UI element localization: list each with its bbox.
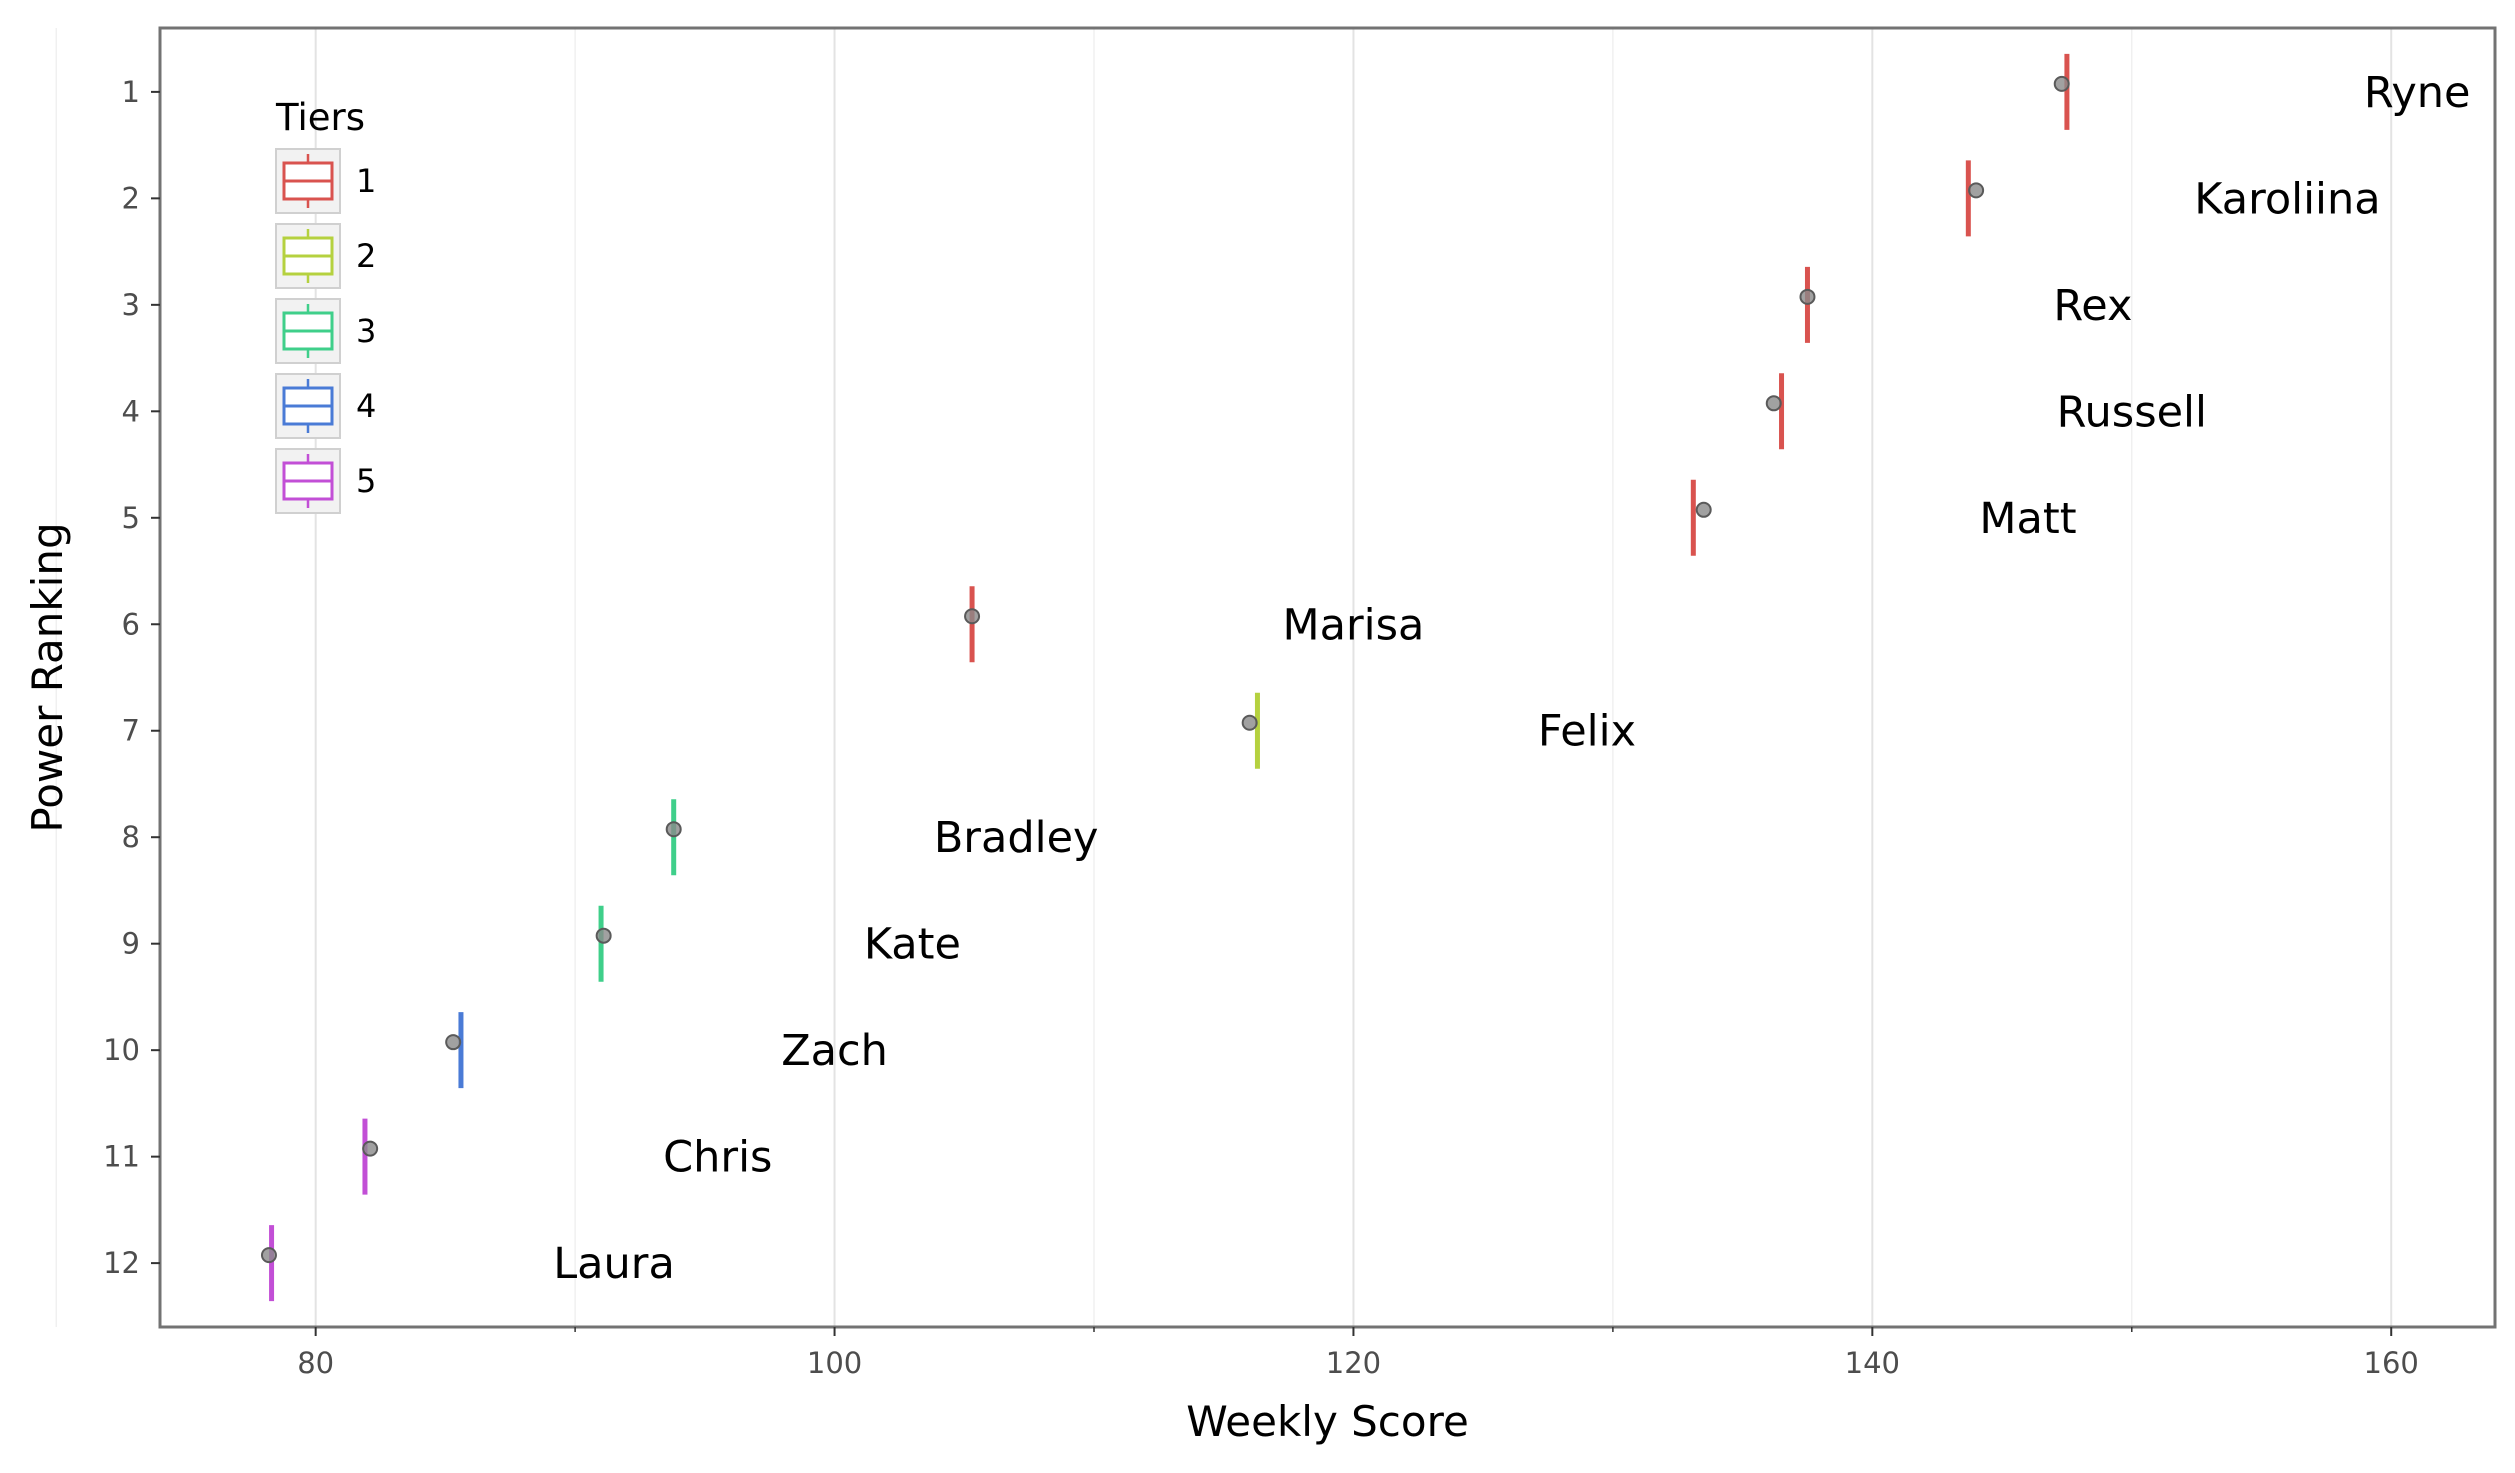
point-label-russell: Russell: [2057, 387, 2207, 437]
legend-label-3: 3: [356, 312, 376, 350]
point-label-matt: Matt: [1979, 494, 2076, 544]
y-axis-title: Power Ranking: [23, 522, 72, 832]
point-label-kate: Kate: [864, 920, 961, 970]
point-label-felix: Felix: [1538, 707, 1636, 757]
score-point-zach: [445, 1034, 462, 1051]
legend-title: Tiers: [275, 96, 365, 139]
x-tick-label: 80: [297, 1346, 334, 1380]
score-point-russell: [1765, 395, 1782, 412]
score-point-chris: [362, 1140, 379, 1157]
point-label-karoliina: Karoliina: [2194, 174, 2380, 224]
point-label-bradley: Bradley: [934, 813, 1099, 863]
score-point-ryne: [2053, 75, 2070, 92]
x-axis-title: Weekly Score: [1186, 1397, 1469, 1446]
legend-label-1: 1: [356, 162, 376, 200]
y-tick-label: 2: [122, 181, 140, 215]
y-tick-label: 6: [122, 607, 140, 641]
point-label-ryne: Ryne: [2364, 68, 2471, 118]
tier-marks: [269, 53, 2070, 1302]
legend: Tiers 1 2 3 4 5: [275, 96, 376, 514]
y-tick-label: 8: [122, 820, 140, 854]
y-tick-label: 5: [122, 501, 140, 535]
y-tick-label: 9: [122, 927, 140, 961]
x-tick-label: 100: [807, 1346, 862, 1380]
x-tick-label: 120: [1326, 1346, 1381, 1380]
legend-label-4: 4: [356, 387, 376, 425]
score-point-bradley: [665, 821, 682, 838]
score-point-karoliina: [1968, 182, 1985, 199]
point-label-rex: Rex: [2053, 281, 2132, 331]
x-tick-label: 140: [1845, 1346, 1900, 1380]
y-tick-label: 1: [122, 75, 140, 109]
legend-label-2: 2: [356, 237, 376, 275]
y-tick-label: 7: [122, 714, 140, 748]
y-tick-label: 3: [122, 288, 140, 322]
score-point-marisa: [964, 608, 981, 625]
y-tick-label: 10: [103, 1033, 140, 1067]
point-label-zach: Zach: [781, 1026, 888, 1076]
score-points: [260, 75, 2070, 1264]
point-label-laura: Laura: [553, 1239, 675, 1289]
score-point-kate: [595, 927, 612, 944]
y-tick-label: 12: [103, 1246, 140, 1280]
grid-layer: [55, 28, 2393, 1327]
score-point-rex: [1799, 288, 1816, 305]
point-label-marisa: Marisa: [1283, 600, 1425, 650]
legend-label-5: 5: [356, 462, 376, 500]
point-label-chris: Chris: [663, 1133, 772, 1183]
score-point-laura: [260, 1247, 277, 1264]
score-point-matt: [1695, 501, 1712, 518]
score-point-felix: [1241, 714, 1258, 731]
x-tick-label: 160: [2364, 1346, 2419, 1380]
y-tick-label: 4: [122, 394, 140, 428]
point-labels: Ryne Karoliina Rex Russell Matt Marisa Felix Br…: [553, 68, 2470, 1289]
y-tick-label: 11: [103, 1140, 140, 1174]
panel-border: [158, 26, 2497, 1329]
